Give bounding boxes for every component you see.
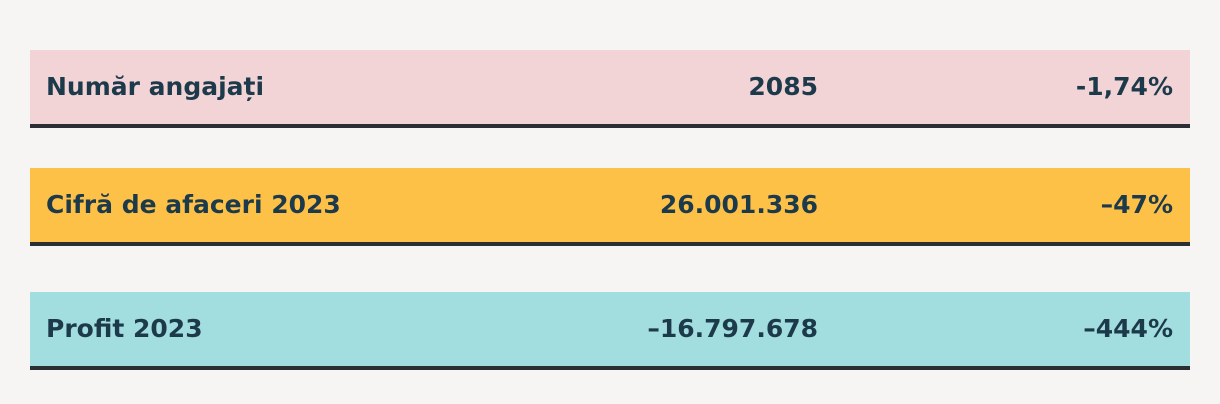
row-label: Număr angajați xyxy=(46,72,265,101)
row-value: –16.797.678 xyxy=(647,314,818,343)
stat-row: Cifră de afaceri 2023 26.001.336 –47% xyxy=(30,168,1190,246)
stat-row: Număr angajați 2085 -1,74% xyxy=(30,50,1190,128)
row-value: 2085 xyxy=(748,72,818,101)
row-change: –47% xyxy=(1100,190,1173,219)
row-change: -1,74% xyxy=(1075,72,1173,101)
row-change: –444% xyxy=(1083,314,1173,343)
row-label: Cifră de afaceri 2023 xyxy=(46,190,341,219)
row-value: 26.001.336 xyxy=(659,190,818,219)
stat-row: Profit 2023 –16.797.678 –444% xyxy=(30,292,1190,370)
row-label: Profit 2023 xyxy=(46,314,203,343)
